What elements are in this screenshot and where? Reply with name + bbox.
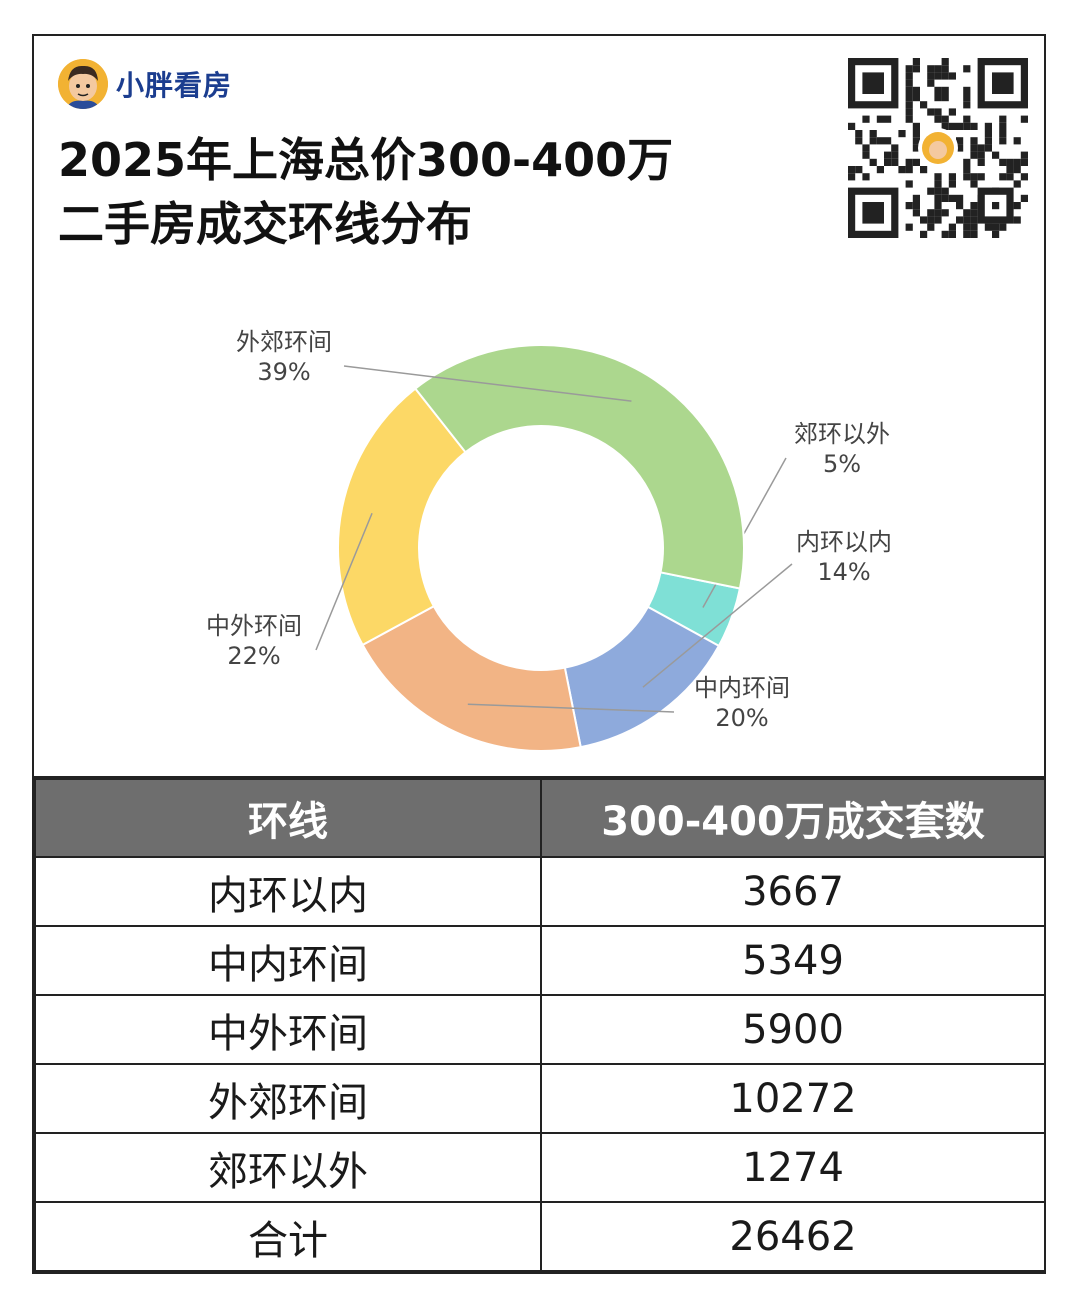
qr-code-icon [848, 58, 1028, 238]
slice-percent-label: 22% [227, 642, 280, 670]
leader-line [343, 365, 632, 402]
slice-label: 中内环间 [694, 674, 790, 702]
column-header-ring: 环线 [34, 777, 542, 858]
slice-label: 郊环以外 [794, 420, 890, 448]
leader-line [467, 703, 675, 713]
ring-cell: 合计 [34, 1201, 542, 1272]
count-cell: 5900 [540, 994, 1046, 1065]
slice-label: 内环以内 [796, 528, 892, 556]
table-total-row: 合计 26462 [34, 1201, 1046, 1272]
table-row: 中外环间 5900 [34, 994, 1046, 1065]
column-header-count: 300-400万成交套数 [540, 777, 1046, 858]
count-cell: 1274 [540, 1132, 1046, 1203]
donut-slice-3 [361, 604, 582, 752]
slice-label: 中外环间 [206, 612, 302, 640]
table-row: 中内环间 5349 [34, 925, 1046, 996]
leader-line [642, 563, 793, 688]
page-title: 2025年上海总价300-400万 二手房成交环线分布 [58, 128, 673, 256]
title-line-2: 二手房成交环线分布 [58, 197, 472, 251]
ring-cell: 中内环间 [34, 925, 542, 996]
ring-cell: 外郊环间 [34, 1063, 542, 1134]
slice-percent-label: 39% [257, 358, 310, 386]
leader-line [315, 512, 373, 651]
infographic-card: 小胖看房 2025年上海总价300-400万 二手房成交环线分布 郊环以外 5% 内… [32, 34, 1046, 1274]
ring-cell: 中外环间 [34, 994, 542, 1065]
count-cell: 5349 [540, 925, 1046, 996]
slice-label: 外郊环间 [236, 328, 332, 356]
slice-percent-label: 5% [823, 450, 861, 478]
title-line-1: 2025年上海总价300-400万 [58, 133, 674, 187]
cartoon-avatar-icon [58, 59, 108, 109]
brand-logo: 小胖看房 [58, 56, 232, 112]
donut-slice-5 [413, 344, 745, 590]
count-cell: 26462 [540, 1201, 1046, 1272]
count-cell: 10272 [540, 1063, 1046, 1134]
table-header-row: 环线 300-400万成交套数 [34, 777, 1046, 858]
table-row: 外郊环间 10272 [34, 1063, 1046, 1134]
table-row: 内环以内 3667 [34, 856, 1046, 927]
table-row: 郊环以外 1274 [34, 1132, 1046, 1203]
slice-percent-label: 20% [715, 704, 768, 732]
ring-cell: 郊环以外 [34, 1132, 542, 1203]
slice-percent-label: 14% [817, 558, 870, 586]
count-cell: 3667 [540, 856, 1046, 927]
donut-slice-4 [337, 387, 467, 647]
data-table: 环线 300-400万成交套数 内环以内 3667 中内环间 5349 中外环间… [34, 776, 1046, 1272]
ring-cell: 内环以内 [34, 856, 542, 927]
brand-name: 小胖看房 [116, 69, 233, 102]
